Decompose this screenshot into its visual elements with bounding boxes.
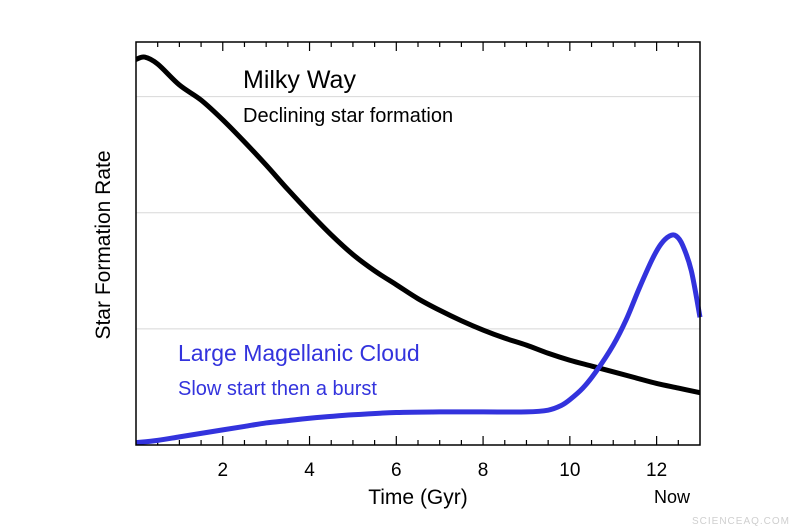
x-extra-label: Now (654, 487, 691, 507)
series-lines (135, 54, 703, 446)
watermark: SCIENCEAQ.COM (692, 516, 790, 527)
x-tick-label: 4 (304, 460, 315, 481)
series-line-milky-way (135, 54, 701, 396)
axis-ticks (157, 42, 679, 445)
x-axis-label: Time (Gyr) (368, 486, 468, 509)
x-tick-label: 12 (646, 460, 667, 481)
x-tick-label: 10 (559, 460, 580, 481)
x-tick-label: 8 (478, 460, 489, 481)
x-tick-labels: 2 4 6 8 10 12 (217, 460, 667, 481)
series-subtitle-lmc: Slow start then a burst (178, 378, 377, 400)
plot-frame (135, 41, 701, 446)
series-label-milky-way: Milky Way (243, 66, 356, 94)
series-label-lmc: Large Magellanic Cloud (178, 340, 420, 366)
x-tick-label: 2 (217, 460, 228, 481)
gridlines (136, 96, 700, 330)
series-line-lmc (135, 232, 703, 446)
x-tick-label: 6 (391, 460, 402, 481)
y-axis-label: Star Formation Rate (92, 150, 115, 339)
series-subtitle-milky-way: Declining star formation (243, 105, 453, 127)
